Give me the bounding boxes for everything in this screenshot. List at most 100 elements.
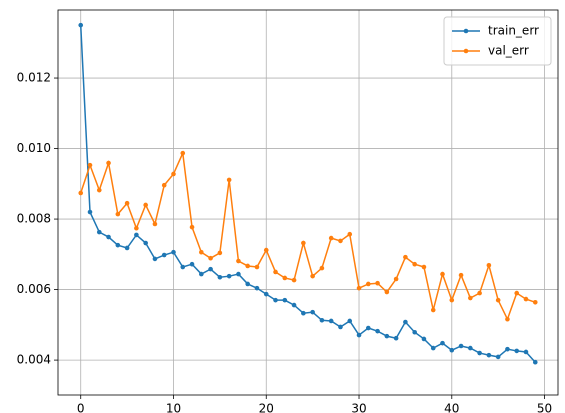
- point: [347, 318, 353, 324]
- plot-frame: [57, 9, 559, 396]
- point: [430, 307, 436, 313]
- point: [458, 272, 464, 278]
- point: [245, 281, 251, 287]
- point: [393, 335, 399, 341]
- point: [124, 245, 130, 251]
- point: [412, 261, 417, 267]
- point: [403, 254, 408, 260]
- point: [291, 302, 297, 308]
- point: [152, 221, 158, 227]
- point: [143, 202, 148, 208]
- point: [143, 240, 148, 246]
- y-tick-label: 0.010: [17, 141, 51, 155]
- y-tick-label: 0.006: [17, 282, 51, 296]
- point: [403, 319, 408, 325]
- point: [328, 235, 334, 241]
- point: [393, 276, 399, 282]
- x-tick-label: 40: [444, 402, 459, 413]
- series-line: [79, 25, 536, 363]
- point: [217, 274, 223, 280]
- point: [78, 190, 84, 196]
- point: [87, 209, 93, 215]
- point: [495, 297, 501, 303]
- point: [328, 318, 334, 324]
- point: [338, 238, 343, 244]
- point: [217, 250, 223, 256]
- point: [468, 345, 473, 351]
- legend-label: val_err: [488, 44, 529, 58]
- point: [412, 329, 417, 335]
- point: [208, 266, 213, 272]
- point: [365, 325, 371, 331]
- point: [161, 252, 167, 258]
- point: [532, 359, 538, 365]
- point: [78, 22, 84, 28]
- x-tick-label: 30: [351, 402, 366, 413]
- point: [273, 297, 278, 303]
- point: [273, 269, 278, 275]
- point: [282, 297, 288, 303]
- point: [301, 240, 306, 246]
- point: [338, 324, 343, 330]
- point: [208, 255, 213, 261]
- point: [375, 280, 380, 286]
- legend-marker: [463, 48, 469, 54]
- point: [375, 328, 380, 334]
- point: [495, 354, 501, 360]
- point: [199, 249, 204, 255]
- point: [458, 343, 464, 349]
- legend-box: [443, 16, 552, 66]
- y-tick-label: 0.008: [17, 212, 51, 226]
- point: [134, 225, 139, 231]
- x-tick-label: 0: [77, 402, 85, 413]
- point: [236, 271, 241, 277]
- point: [254, 264, 260, 270]
- legend-marker: [463, 28, 469, 34]
- point: [171, 249, 176, 255]
- point: [523, 349, 529, 355]
- point: [347, 231, 353, 237]
- point: [96, 229, 102, 235]
- x-tick-label: 50: [537, 402, 552, 413]
- point: [96, 187, 102, 193]
- point: [384, 333, 390, 339]
- point: [134, 232, 139, 238]
- point: [477, 290, 482, 296]
- point: [310, 273, 315, 279]
- point: [226, 177, 232, 183]
- point: [468, 295, 473, 301]
- point: [505, 346, 510, 352]
- y-tick-label: 0.004: [17, 353, 51, 367]
- point: [430, 345, 436, 351]
- point: [254, 285, 260, 291]
- point: [171, 171, 176, 177]
- point: [189, 261, 195, 267]
- point: [514, 290, 520, 296]
- point: [384, 289, 390, 295]
- point: [365, 281, 371, 287]
- point: [282, 275, 288, 281]
- point: [514, 348, 520, 354]
- point: [319, 317, 325, 323]
- point: [477, 350, 482, 356]
- point: [161, 182, 167, 188]
- point: [440, 271, 445, 277]
- point: [152, 256, 158, 262]
- point: [486, 352, 492, 358]
- legend: train_err val_err: [443, 16, 552, 66]
- point: [532, 299, 538, 305]
- point: [449, 347, 455, 353]
- point: [486, 262, 492, 268]
- point: [449, 297, 455, 303]
- point: [189, 224, 195, 230]
- point: [226, 273, 232, 279]
- point: [124, 200, 130, 206]
- point: [115, 242, 121, 248]
- series-line: [80, 150, 536, 322]
- point: [291, 277, 297, 283]
- point: [106, 160, 111, 166]
- point: [421, 336, 427, 342]
- point: [440, 340, 445, 346]
